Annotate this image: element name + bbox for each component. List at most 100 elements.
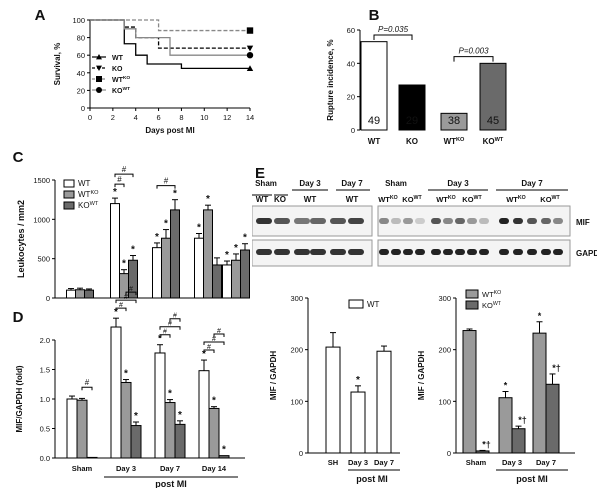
chart-d-bar	[76, 399, 88, 459]
chart-a-x-tick-label: 4	[134, 113, 138, 122]
chart-c-y-tick-label: 1000	[33, 215, 50, 224]
chart-d-hash: #	[173, 313, 177, 320]
chart-e2-bar	[462, 330, 477, 454]
blot-right-lane: WTKO	[378, 195, 398, 204]
chart-c-star: *	[197, 222, 201, 233]
blot-row-label-gapdh: GAPDH	[576, 249, 597, 258]
chart-c-bar	[75, 289, 85, 299]
blot-mif-band	[455, 218, 465, 224]
chart-d-bar	[86, 456, 98, 459]
chart-e2-mark: *	[538, 311, 542, 321]
chart-e2-mark: *	[504, 381, 508, 391]
chart-d-y-tick-label: 2.0	[40, 336, 50, 345]
blot-gapdh-band	[431, 249, 441, 255]
chart-d-bar	[174, 423, 186, 459]
chart-a-y-tick-label: 100	[72, 16, 85, 25]
chart-d-bar	[154, 352, 166, 459]
chart-a-legend-marker	[96, 76, 102, 82]
chart-d-bracket	[81, 386, 93, 391]
blot-gapdh-band	[256, 249, 272, 255]
chart-d-bar	[208, 407, 220, 459]
chart-c: C 0 500 1000 1500 Leukocytes / mm2 * * * * * * * * * * *…	[13, 149, 250, 303]
chart-c-star: *	[234, 243, 238, 254]
panel-a-letter: A	[35, 7, 46, 24]
chart-d-bar	[130, 425, 142, 459]
chart-d-y-tick-label: 0.0	[40, 454, 50, 463]
blot-mif-band	[256, 218, 272, 224]
chart-c-legend-label: WT	[78, 179, 91, 188]
chart-e2: 0 100 200 300 MIF / GAPDH * * *† *† *† Sham Day 3 Da…	[417, 289, 575, 484]
blot-gapdh-band	[310, 249, 326, 255]
chart-d-y-tick-label: 1.5	[40, 366, 50, 375]
chart-c-star: *	[243, 233, 247, 244]
chart-d-bar	[66, 398, 78, 459]
chart-e2-mark: *†	[518, 415, 527, 425]
chart-a-end-marker	[246, 52, 254, 59]
chart-b-x-tick-label: KO	[406, 137, 418, 146]
chart-c-ylabel: Leukocytes / mm2	[16, 200, 26, 278]
chart-b-y-tick-label: 60	[347, 26, 355, 35]
chart-c-bar	[66, 289, 76, 299]
chart-a-x-tick-label: 0	[88, 113, 92, 122]
blot-gapdh-band	[541, 249, 551, 255]
chart-d-y-tick-label: 0.5	[40, 425, 50, 434]
chart-d-ylabel: MIF/GAPDH (fold)	[15, 365, 24, 432]
blot-gapdh-band	[513, 249, 523, 255]
chart-d-hash: #	[85, 378, 90, 387]
blot-gapdh-band	[527, 249, 537, 255]
chart-c-y-tick-label: 500	[37, 255, 50, 264]
chart-d-bar	[164, 402, 176, 459]
chart-b-x-tick-label: WTKO	[444, 137, 465, 146]
chart-d-bar	[198, 370, 210, 459]
chart-a-end-marker	[246, 45, 254, 52]
blot-gapdh-band	[274, 249, 290, 255]
chart-d-bracket	[159, 326, 181, 330]
chart-a: A 0 20 40 60 80 100 0 2 4 6 8 10 12 14 Survival, % Days …	[35, 7, 255, 135]
chart-a-legend-label: WT	[112, 55, 124, 62]
chart-e2-bar	[545, 383, 560, 454]
chart-b-n-label: 38	[448, 115, 460, 127]
chart-e2-y-tick-label: 300	[438, 294, 451, 303]
blot-gapdh-band	[499, 249, 509, 255]
chart-a-xlabel: Days post MI	[145, 126, 194, 135]
chart-d-bracket	[203, 349, 215, 354]
chart-e2-bar	[532, 332, 547, 454]
chart-e2-x-tick-label: Day 7	[536, 458, 556, 467]
chart-c-star: *	[122, 259, 126, 270]
chart-e1-x-tick-label: Day 3	[348, 458, 368, 467]
chart-d-hash: #	[168, 321, 172, 328]
blot-left-header: Day 7	[341, 179, 363, 188]
chart-a-legend-label: WTKO	[112, 75, 130, 84]
blot-gapdh-band	[391, 249, 401, 255]
chart-d: D 0.0 0.5 1.0 1.5 2.0 MIF/GAPDH (fold) * * * * * * * *…	[13, 286, 245, 489]
chart-e1-legend-swatch	[348, 299, 364, 309]
chart-d-star: *	[124, 369, 128, 380]
blot-right-lane: KOWT	[402, 195, 422, 204]
chart-e2-ylabel: MIF / GAPDH	[417, 351, 426, 401]
chart-e2-bar	[498, 397, 513, 454]
chart-d-bracket	[115, 299, 137, 304]
chart-d-x-tick-label: Day 7	[160, 464, 180, 473]
chart-e2-x-tick-label: Sham	[466, 458, 487, 467]
chart-c-bar	[161, 237, 171, 299]
chart-c-bar	[152, 247, 162, 299]
blot-gapdh-band	[348, 249, 364, 255]
blot-mif-band	[553, 218, 563, 224]
chart-a-series-line	[90, 19, 250, 70]
chart-d-star: *	[114, 307, 118, 318]
chart-e2-bar	[511, 428, 526, 454]
chart-a-legend-marker	[96, 87, 102, 93]
chart-a-y-tick-label: 40	[77, 69, 85, 78]
chart-a-legend-marker	[96, 54, 102, 60]
chart-c-bar	[84, 289, 94, 299]
chart-c-star: *	[173, 189, 177, 200]
chart-c-bar	[231, 259, 241, 299]
panel-e-letter: E	[255, 165, 265, 182]
chart-e2-mark: *†	[482, 439, 491, 449]
chart-e2-legend-swatch	[465, 289, 479, 299]
chart-b-bar	[398, 84, 426, 131]
chart-d-star: *	[212, 396, 216, 407]
blot-mif-band	[431, 218, 441, 224]
blot-mif-band	[391, 218, 401, 224]
chart-c-bracket	[114, 173, 134, 178]
